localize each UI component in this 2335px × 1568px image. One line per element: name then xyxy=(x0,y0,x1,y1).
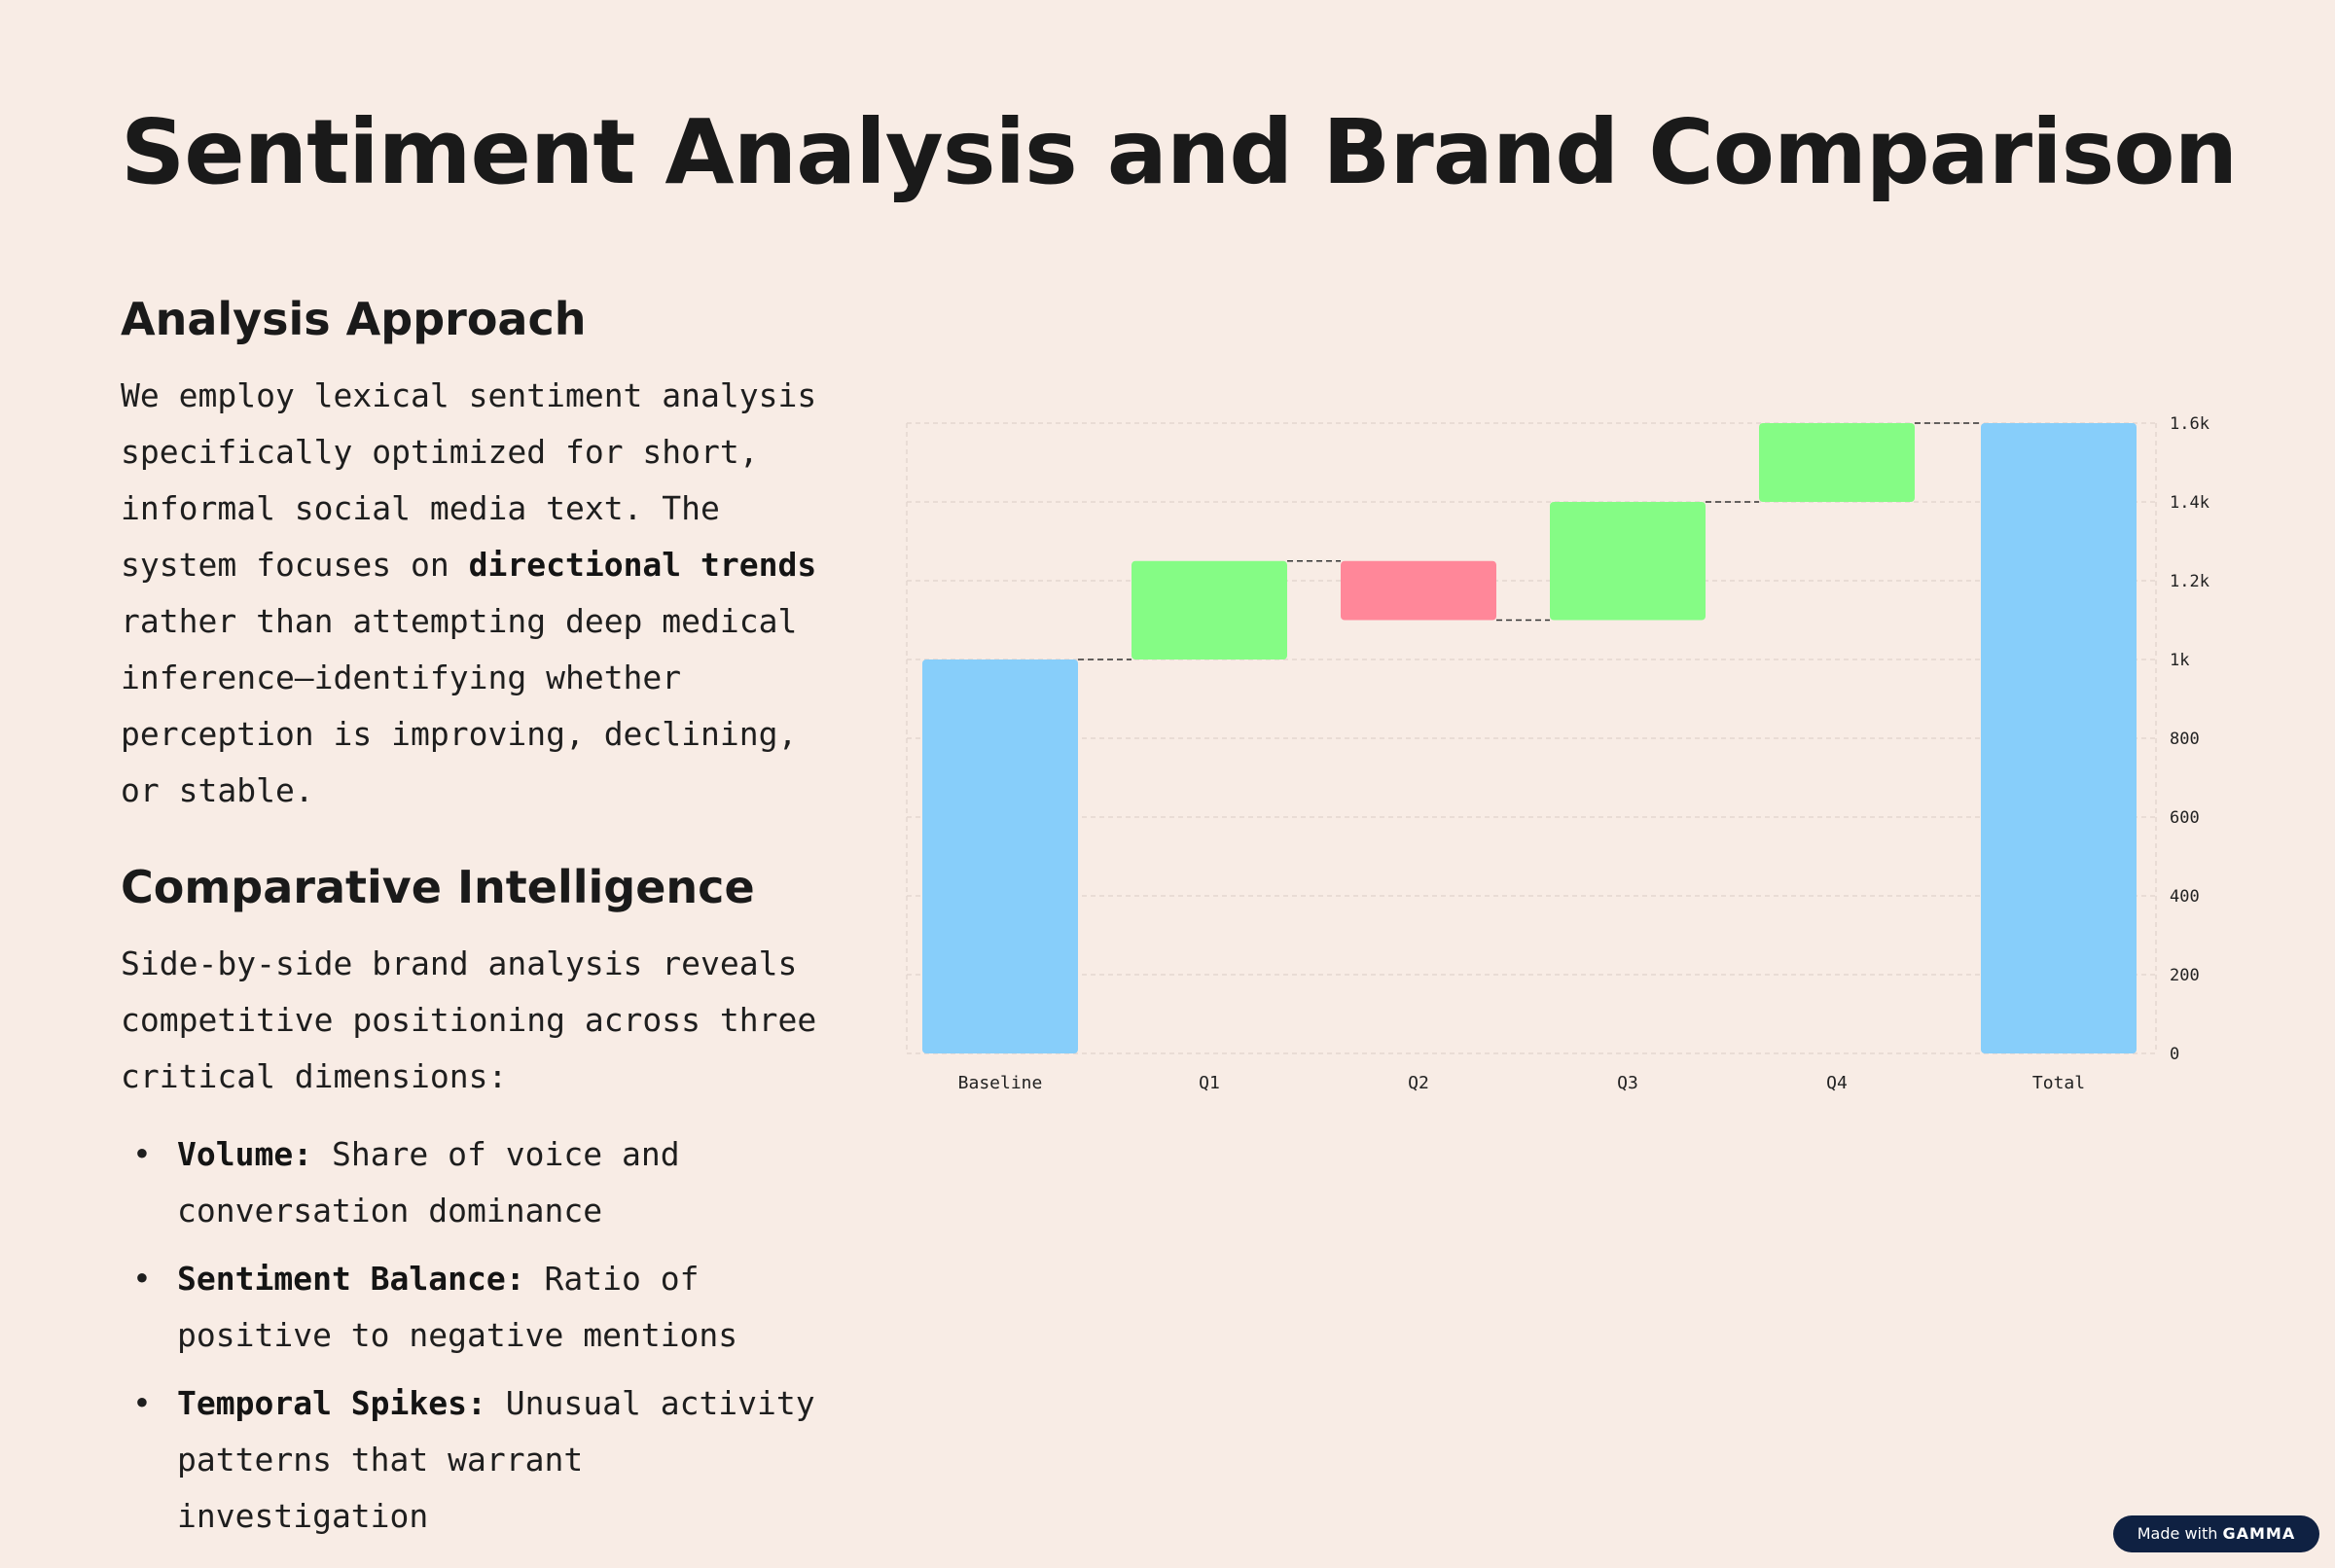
x-category-label: Q2 xyxy=(1408,1073,1429,1093)
bar-q3 xyxy=(1550,502,1706,621)
x-category-label: Total xyxy=(2032,1073,2085,1093)
x-category-label: Q1 xyxy=(1199,1073,1220,1093)
x-category-label: Baseline xyxy=(958,1073,1043,1093)
bullet-dot-icon: • xyxy=(132,1384,152,1422)
x-category-label: Q3 xyxy=(1617,1073,1638,1093)
comparative-intelligence-heading: Comparative Intelligence xyxy=(121,861,755,913)
gamma-logo-text: GAMMA xyxy=(2222,1524,2296,1543)
x-category-label: Q4 xyxy=(1826,1073,1848,1093)
bar-total xyxy=(1981,423,2137,1053)
bullet-term: Temporal Spikes: xyxy=(177,1384,486,1422)
bar-q4 xyxy=(1759,423,1915,502)
directional-trends-emphasis: directional trends xyxy=(468,546,817,584)
bullet-text: Unusual activity patterns that warrant i… xyxy=(177,1384,815,1535)
y-tick-label: 200 xyxy=(2170,966,2200,985)
bullet-text: Share of voice and conversation dominanc… xyxy=(177,1135,680,1229)
made-with-gamma-badge[interactable]: Made with GAMMA xyxy=(2113,1515,2319,1552)
bar-q2 xyxy=(1341,560,1496,621)
bar-baseline xyxy=(922,659,1078,1053)
y-tick-label: 1.6k xyxy=(2170,414,2209,434)
badge-prefix: Made with xyxy=(2137,1524,2218,1543)
list-item: • Volume: Share of voice and conversation… xyxy=(121,1126,821,1239)
bullet-text: Ratio of positive to negative mentions xyxy=(177,1260,738,1354)
dimension-list: • Volume: Share of voice and conversation… xyxy=(121,1126,821,1545)
y-tick-label: 400 xyxy=(2170,887,2200,907)
y-tick-label: 0 xyxy=(2170,1045,2179,1064)
approach-text-start: We employ lexical sentiment analysis spe… xyxy=(121,376,817,584)
text-column: Analysis Approach We employ lexical sent… xyxy=(121,280,821,1556)
list-item: • Sentiment Balance: Ratio of positive to… xyxy=(121,1251,821,1364)
y-tick-label: 1k xyxy=(2170,651,2189,670)
bullet-dot-icon: • xyxy=(132,1135,152,1173)
bullet-term: Volume: xyxy=(177,1135,313,1173)
bullet-dot-icon: • xyxy=(132,1260,152,1298)
bar-q1 xyxy=(1132,560,1287,659)
approach-text-end: rather than attempting deep medical infe… xyxy=(121,602,798,809)
y-tick-label: 1.2k xyxy=(2170,572,2209,591)
waterfall-chart: 0 200 400 600 800 1k 1.2k 1.4k 1.6k Baseline Q1 Q2 Q… xyxy=(906,414,2209,1093)
page-title: Sentiment Analysis and Brand Comparison xyxy=(121,100,2238,204)
analysis-approach-paragraph: We employ lexical sentiment analysis spe… xyxy=(121,368,821,819)
list-item: • Temporal Spikes: Unusual activity patte… xyxy=(121,1375,821,1545)
bullet-term: Sentiment Balance: xyxy=(177,1260,525,1298)
analysis-approach-heading: Analysis Approach xyxy=(121,293,587,345)
comparative-intro-paragraph: Side-by-side brand analysis reveals comp… xyxy=(121,944,817,1095)
y-tick-label: 800 xyxy=(2170,730,2200,749)
y-tick-label: 1.4k xyxy=(2170,493,2209,513)
y-tick-label: 600 xyxy=(2170,808,2200,828)
